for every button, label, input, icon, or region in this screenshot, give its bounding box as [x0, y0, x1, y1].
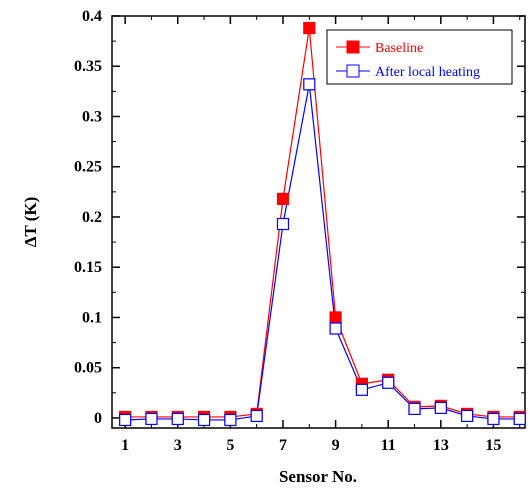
data-point-series-1	[408, 402, 421, 416]
plot-frame	[111, 15, 526, 429]
x-axis-label: Sensor No.	[279, 467, 357, 486]
data-point-series-1	[461, 409, 474, 423]
data-point-series-0	[329, 311, 342, 324]
axis-ticks: 00.050.10.150.20.250.30.350.41 3 5 7 9 11 13 15	[74, 8, 525, 454]
x-tick-label: 1	[121, 437, 129, 454]
y-axis-label: ΔT (K)	[21, 197, 40, 248]
data-point-series-1	[329, 322, 342, 335]
y-tick-label: 0.05	[74, 360, 102, 377]
y-tick-label: 0	[94, 410, 102, 427]
data-point-series-1	[171, 412, 184, 426]
data-point-series-1	[303, 78, 316, 91]
series-layer	[119, 21, 526, 427]
x-tick-label: 7	[279, 437, 287, 454]
data-point-series-1	[382, 376, 395, 389]
data-point-series-1	[355, 383, 369, 396]
x-tick-label: 9	[332, 437, 340, 454]
x-tick-label: 3	[174, 437, 182, 454]
y-tick-label: 0.4	[82, 8, 102, 25]
x-tick-label: 5	[226, 437, 234, 454]
data-point-series-1	[145, 412, 158, 426]
y-tick-label: 0.15	[74, 259, 102, 276]
y-tick-label: 0.3	[82, 108, 102, 125]
data-point-series-1	[197, 413, 211, 427]
data-point-series-1	[250, 409, 263, 423]
x-tick-label: 15	[485, 437, 501, 454]
data-point-series-1	[434, 401, 447, 415]
legend-marker-after-heating	[346, 64, 360, 78]
data-point-series-1	[487, 412, 500, 426]
data-point-series-0	[276, 192, 290, 205]
legend-label-baseline: Baseline	[375, 41, 423, 56]
data-point-series-1	[224, 413, 237, 427]
data-point-series-0	[303, 21, 316, 35]
y-tick-label: 0.2	[82, 209, 102, 226]
y-tick-label: 0.35	[74, 58, 102, 75]
y-tick-label: 0.1	[82, 309, 102, 326]
x-tick-label: 11	[381, 437, 396, 454]
legend-marker-baseline	[346, 40, 360, 54]
data-point-series-1	[276, 217, 290, 231]
series-line-1	[125, 84, 520, 421]
data-point-series-1	[119, 413, 132, 427]
series-line-0	[125, 27, 520, 418]
legend: Baseline After local heating	[326, 29, 513, 85]
y-tick-label: 0.25	[74, 159, 102, 176]
data-point-series-1	[513, 412, 526, 426]
legend-label-after-heating: After local heating	[375, 65, 480, 80]
x-tick-label: 13	[433, 437, 449, 454]
